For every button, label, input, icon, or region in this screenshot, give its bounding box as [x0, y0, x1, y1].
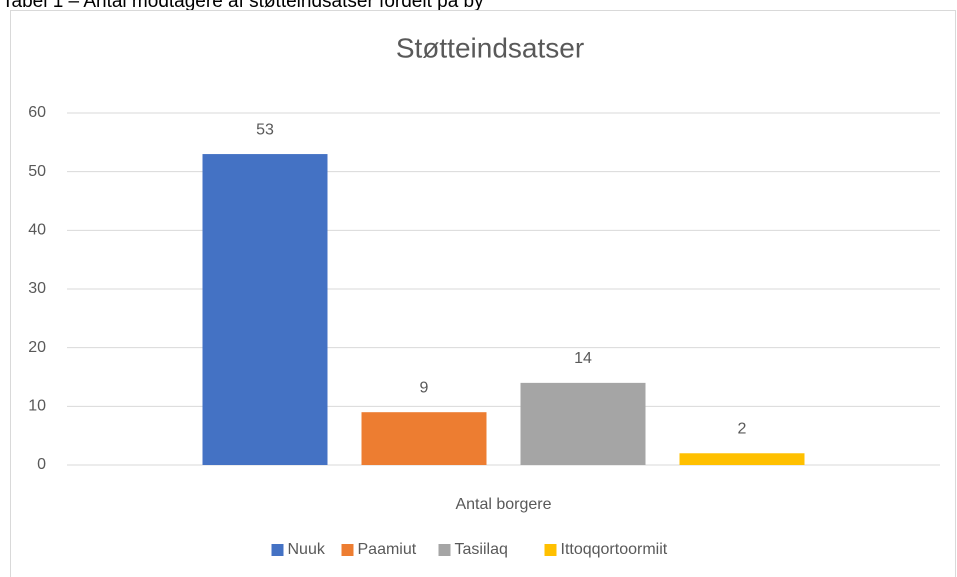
- legend-swatch: [271, 544, 284, 556]
- legend-label: Paamiut: [358, 541, 417, 558]
- bar: [520, 382, 646, 465]
- legend-label: Tasiilaq: [455, 541, 508, 558]
- y-tick-label: 60: [28, 104, 46, 121]
- legend-swatch: [544, 544, 557, 556]
- bar: [361, 412, 487, 465]
- legend-label: Ittoqqortoormiit: [561, 541, 668, 558]
- bar: [679, 453, 805, 465]
- chart-frame: [10, 10, 956, 577]
- bar: [202, 154, 328, 466]
- y-tick-label: 40: [28, 222, 46, 239]
- y-tick-label: 0: [37, 456, 46, 473]
- legend-swatch: [438, 544, 451, 556]
- y-tick-label: 20: [28, 339, 46, 356]
- caption: Tabel 1 – Antal modtagere af støtteindsa…: [2, 0, 484, 12]
- x-tick-label: Antal borgere: [455, 496, 551, 513]
- data-label: 2: [738, 420, 747, 437]
- y-tick-label: 30: [28, 280, 46, 297]
- data-label: 9: [420, 379, 429, 396]
- y-tick-label: 50: [28, 163, 46, 180]
- y-tick-label: 10: [28, 398, 46, 415]
- chart-title: Støtteindsatser: [396, 32, 584, 63]
- data-label: 53: [256, 121, 274, 138]
- legend-swatch: [341, 544, 354, 556]
- legend-label: Nuuk: [288, 541, 326, 558]
- data-label: 14: [574, 350, 592, 367]
